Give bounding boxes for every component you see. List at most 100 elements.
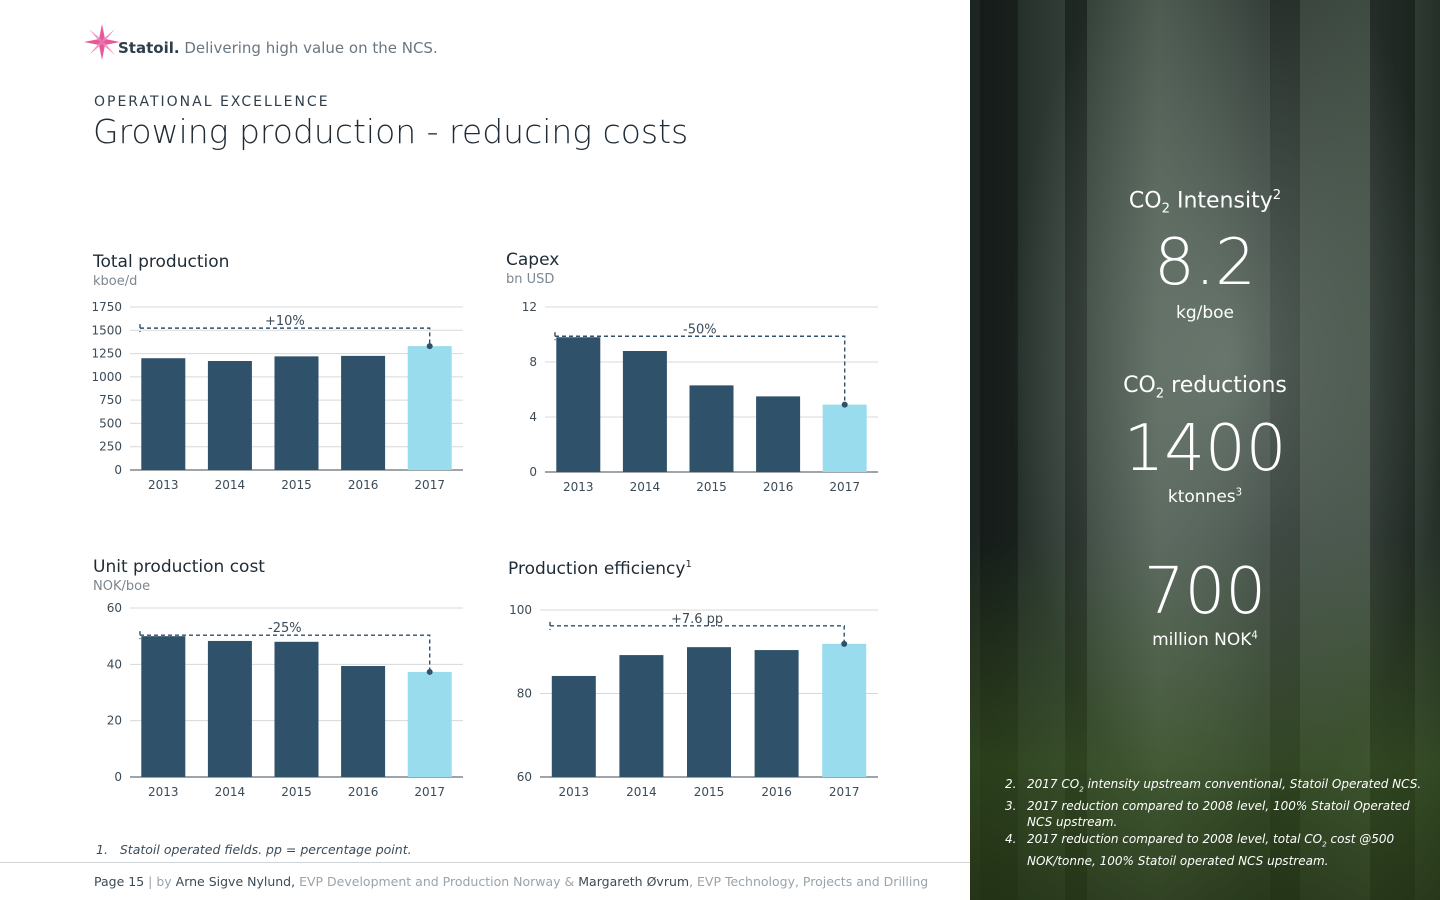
annotation-dot — [841, 640, 848, 647]
y-tick-label: 60 — [517, 770, 532, 784]
presenter: Margareth Øvrum — [578, 874, 690, 889]
t: 2017 reduction compared to 2008 level, t… — [1027, 831, 1323, 846]
footnote-number: 1. — [96, 842, 108, 857]
x-tick-label: 2013 — [148, 478, 179, 492]
sub: 2 — [1079, 784, 1084, 794]
sub: 2 — [1155, 386, 1165, 402]
metric-unit: million NOK4 — [970, 630, 1440, 650]
note: 2. 2017 CO2 intensity upstream convention… — [1005, 776, 1435, 798]
notes: 2. 2017 CO2 intensity upstream convention… — [1005, 776, 1435, 869]
x-tick-label: 2014 — [215, 478, 246, 492]
chart-title: Total production — [92, 252, 229, 272]
bar — [407, 671, 452, 777]
chart-unit: bn USD — [506, 272, 554, 287]
y-tick-label: 1250 — [91, 347, 122, 361]
sub: 2 — [1161, 201, 1170, 217]
x-tick-label: 2014 — [626, 785, 657, 799]
metric-value: 8.2 — [1154, 225, 1256, 300]
title-text: Unit production cost — [93, 557, 265, 577]
metric-label: CO2 reductions — [970, 373, 1440, 401]
bar — [619, 655, 664, 777]
x-tick-label: 2016 — [763, 480, 794, 494]
y-tick-label: 500 — [99, 416, 122, 430]
t: cost @500 NOK/tonne, 100% Statoil operat… — [1027, 831, 1395, 868]
y-tick-label: 1750 — [91, 300, 122, 314]
title-sup: 1 — [685, 559, 691, 570]
t: reductions — [1164, 373, 1287, 398]
note-number: 2. — [1005, 777, 1017, 791]
note-text: 2017 CO2 intensity upstream conventional… — [1027, 776, 1421, 798]
y-tick-label: 750 — [99, 393, 122, 407]
x-tick-label: 2017 — [829, 480, 860, 494]
chart-unit: kboe/d — [93, 274, 137, 289]
x-tick-label: 2015 — [694, 785, 725, 799]
y-tick-label: 60 — [107, 601, 122, 615]
x-tick-label: 2015 — [281, 785, 312, 799]
fog — [970, 0, 1440, 900]
t: CO — [1123, 373, 1156, 398]
sup: 4 — [1251, 630, 1258, 642]
annotation: +10% — [265, 314, 305, 329]
y-tick-label: 40 — [107, 657, 122, 671]
note-number: 4. — [1005, 831, 1017, 846]
bar — [756, 396, 801, 472]
annotation-bracket — [549, 621, 845, 644]
y-tick-label: 12 — [522, 300, 537, 314]
bar — [207, 361, 252, 470]
metric-unit: ktonnes3 — [970, 487, 1440, 507]
title-text: Total production — [92, 252, 229, 272]
x-tick-label: 2015 — [281, 478, 312, 492]
bar — [822, 404, 867, 472]
y-tick-label: 1500 — [91, 323, 122, 337]
note-number: 3. — [1005, 798, 1017, 813]
x-tick-label: 2015 — [696, 480, 727, 494]
bar — [689, 385, 734, 472]
bar — [754, 650, 799, 777]
y-tick-label: 4 — [529, 410, 537, 424]
y-tick-label: 0 — [529, 465, 537, 479]
logo-text: Statoil. — [118, 39, 180, 57]
annotation: -25% — [268, 621, 302, 636]
title-text: Capex — [506, 250, 559, 270]
bar — [207, 640, 252, 777]
bar — [141, 636, 186, 777]
note-text: 2017 reduction compared to 2008 level, t… — [1027, 831, 1435, 869]
page-number: Page 15 — [94, 874, 145, 889]
bar — [822, 643, 867, 777]
bar — [407, 346, 452, 470]
y-tick-label: 80 — [517, 687, 532, 701]
tagline: Delivering high value on the NCS. — [184, 39, 438, 57]
footer: Page 15 | by Arne Sigve Nylund, EVP Deve… — [94, 874, 928, 889]
bar — [551, 675, 596, 777]
bar — [341, 355, 386, 470]
metric-label: CO2 Intensity2 — [970, 188, 1440, 217]
photo-panel: CO2 Intensity2 8.2 kg/boe CO2 reductions… — [970, 0, 1440, 900]
metric-value: 700 — [1143, 555, 1267, 629]
note: 4. 2017 reduction compared to 2008 level,… — [1005, 831, 1435, 869]
t: CO — [1128, 188, 1162, 214]
bar — [141, 358, 186, 470]
footer-rule — [0, 862, 970, 863]
role: EVP Development and Production Norway & — [299, 874, 575, 889]
bar — [622, 351, 667, 472]
metric-value: 1400 — [1123, 412, 1287, 487]
t: million NOK — [1152, 630, 1252, 650]
sup: 2 — [1272, 188, 1282, 203]
sub: 2 — [1322, 839, 1327, 849]
chart-title: Production efficiency1 — [508, 559, 692, 579]
role: , EVP Technology, Projects and Drilling — [689, 874, 929, 889]
annotation: -50% — [683, 322, 717, 337]
bar — [274, 641, 319, 777]
annotation: +7.6 pp — [671, 612, 723, 627]
presenter: Arne Sigve Nylund, — [175, 874, 296, 889]
chart-title: Unit production cost — [93, 557, 265, 577]
chart-title: Capex — [506, 250, 559, 270]
metric-1: CO2 reductions 1400 ktonnes3 — [970, 373, 1440, 507]
title-text: Production efficiency — [508, 559, 685, 579]
t: intensity upstream conventional, Statoil… — [1083, 777, 1422, 791]
by: by — [156, 874, 172, 889]
y-tick-label: 1000 — [91, 370, 122, 384]
annotation-bracket — [139, 324, 431, 347]
metric-unit: kg/boe — [1175, 302, 1234, 323]
